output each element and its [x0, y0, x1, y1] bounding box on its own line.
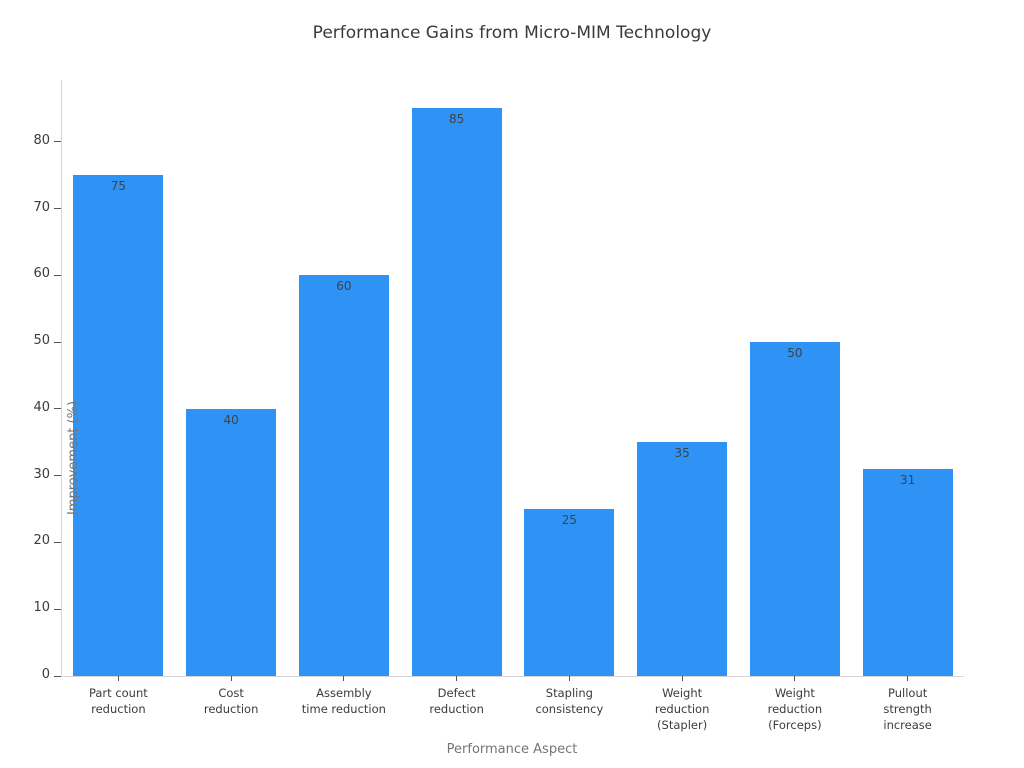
- bar-value-label: 85: [448, 112, 465, 127]
- bar-value-label: 31: [899, 473, 916, 487]
- x-tick-mark: [794, 676, 796, 681]
- bar: 60: [298, 275, 389, 676]
- y-tick-mark: [54, 208, 61, 210]
- bar: 25: [524, 509, 615, 676]
- bar: 40: [186, 408, 277, 676]
- y-tick-mark: [54, 675, 61, 677]
- y-tick-mark: [54, 274, 61, 276]
- bar-value-label: 60: [336, 279, 352, 294]
- bar-value-label: 25: [561, 513, 577, 528]
- y-tick-mark: [54, 341, 61, 343]
- y-tick-label: 50: [33, 333, 50, 349]
- y-tick-label: 70: [33, 199, 50, 215]
- y-tick-mark: [54, 608, 61, 610]
- x-tick-mark: [907, 676, 909, 681]
- bars-layer: 75 40 60 85 25 35 50 31: [62, 80, 964, 676]
- x-axis-title: Performance Aspect: [446, 742, 578, 757]
- bar-value-label: 40: [223, 412, 239, 427]
- x-tick-mark: [456, 676, 458, 681]
- y-tick-label: 60: [33, 266, 50, 282]
- y-tick-label: 80: [33, 132, 50, 148]
- x-tick-mark: [681, 676, 683, 681]
- x-tick-mark: [568, 676, 570, 681]
- bar-value-label: 50: [787, 346, 803, 361]
- x-tick-label: Defect reduction: [429, 686, 484, 716]
- y-tick-label: 40: [33, 399, 50, 415]
- x-axis-layer: Part count reduction Cost reduction Assemb…: [62, 80, 964, 732]
- bar: 85: [411, 108, 502, 676]
- y-axis-title: Improvement (%): [66, 400, 81, 516]
- bar-value-label: 35: [674, 446, 690, 461]
- x-tick-label: Part count reduction: [88, 686, 148, 716]
- x-tick-label: Cost reduction: [203, 686, 259, 716]
- bar: 35: [637, 442, 728, 676]
- bar-value-label: 75: [110, 179, 126, 194]
- x-tick-mark: [117, 676, 119, 681]
- x-tick-label: Weight reduction (Stapler): [654, 686, 710, 732]
- bar: 31: [862, 469, 953, 676]
- bar: 50: [749, 342, 840, 676]
- x-tick-label: Pullout strength increase: [883, 686, 932, 732]
- x-tick-mark: [230, 676, 232, 681]
- y-tick-label: 10: [33, 600, 50, 616]
- chart-title: Performance Gains from Micro-MIM Technol…: [312, 23, 712, 43]
- plot-area: 0 10 20 30 40 50 60 70 80 75 40 60 85 25 35 50 31 Part …: [33, 80, 964, 732]
- y-tick-label: 20: [33, 533, 50, 549]
- x-tick-label: Stapling consistency: [535, 686, 604, 716]
- y-tick-mark: [54, 475, 61, 477]
- y-axis-layer: 0 10 20 30 40 50 60 70 80: [33, 80, 964, 682]
- x-tick-label: Assembly time reduction: [301, 686, 386, 716]
- y-tick-mark: [54, 408, 61, 410]
- x-tick-mark: [343, 676, 345, 681]
- y-tick-label: 30: [33, 466, 50, 482]
- y-tick-mark: [54, 541, 61, 543]
- bar: 75: [73, 175, 164, 676]
- y-tick-mark: [54, 141, 61, 143]
- y-tick-label: 0: [41, 667, 50, 682]
- x-tick-label: Weight reduction (Forceps): [767, 686, 823, 732]
